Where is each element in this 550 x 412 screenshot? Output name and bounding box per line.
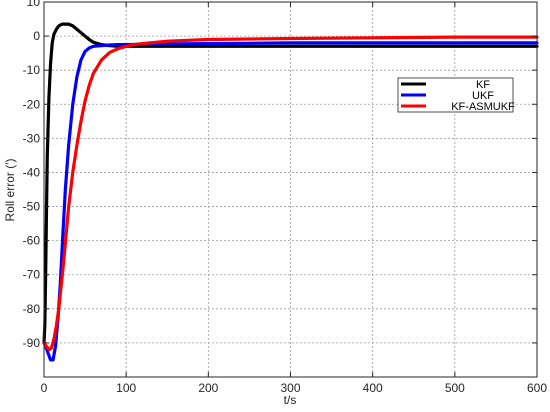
y-tick-label: -30 <box>23 131 41 145</box>
y-tick-label: -70 <box>23 268 41 282</box>
y-tick-label: -90 <box>23 336 41 350</box>
y-tick-label: -60 <box>23 234 41 248</box>
tick-labels: 0 100 200 300 400 500 600100-10-20-30-40-50-60… <box>23 0 548 395</box>
y-tick-label: 0 <box>33 29 40 43</box>
x-tick-label: 500 <box>445 381 465 395</box>
y-tick-label: -80 <box>23 302 41 316</box>
x-tick-label: 300 <box>280 381 300 395</box>
y-tick-label: -10 <box>23 63 41 77</box>
legend-label: KF-ASMUKF <box>451 101 515 113</box>
x-tick-label: 600 <box>527 381 547 395</box>
series-line-1 <box>42 41 539 362</box>
y-tick-label: 10 <box>27 0 41 9</box>
x-tick-label: 100 <box>116 381 136 395</box>
legend-label: UKF <box>472 90 494 102</box>
y-axis-label: Roll error (′) <box>3 159 17 222</box>
legend-label: KF <box>476 79 490 91</box>
x-tick-label: 0 <box>41 381 48 395</box>
axis-ticks <box>43 1 538 377</box>
x-tick-label: 200 <box>198 381 218 395</box>
grid-lines <box>44 2 537 377</box>
y-tick-label: -50 <box>23 200 41 214</box>
series-line-0 <box>42 22 539 345</box>
series-lines <box>42 22 539 362</box>
series-line-2 <box>42 35 539 352</box>
x-tick-label: 400 <box>363 381 383 395</box>
y-tick-label: -40 <box>23 165 41 179</box>
x-axis-label: t/s <box>284 393 297 407</box>
y-tick-label: -20 <box>23 97 41 111</box>
